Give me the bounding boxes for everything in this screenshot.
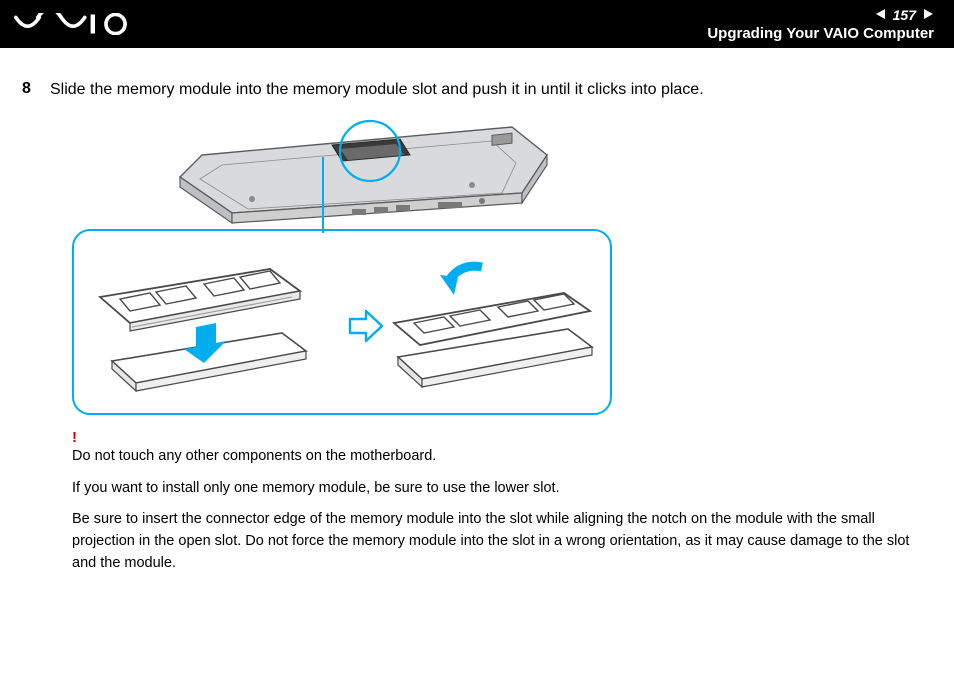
note-line-2: If you want to install only one memory m… xyxy=(72,478,922,500)
push-down-arrow-icon xyxy=(440,266,482,295)
laptop-illustration xyxy=(152,115,552,235)
callout-connector-line xyxy=(322,157,324,233)
vaio-logo xyxy=(14,13,132,35)
note-line-3: Be sure to insert the connector edge of … xyxy=(72,509,922,574)
figure-area xyxy=(72,115,632,415)
vaio-logo-svg xyxy=(14,13,132,35)
step-text: Slide the memory module into the memory … xyxy=(50,80,704,101)
page-header: 157 Upgrading Your VAIO Computer xyxy=(0,0,954,48)
nav-prev-icon[interactable] xyxy=(875,7,887,23)
page-body: 8 Slide the memory module into the memor… xyxy=(0,48,954,575)
nav-next-icon[interactable] xyxy=(922,7,934,23)
header-right: 157 Upgrading Your VAIO Computer xyxy=(707,7,934,42)
step-number: 8 xyxy=(22,80,36,101)
warning-icon: ! xyxy=(72,429,922,446)
memory-insert-illustration xyxy=(92,251,322,401)
note-line-1: Do not touch any other components on the… xyxy=(72,446,922,468)
page-nav: 157 xyxy=(707,7,934,23)
detail-callout-box xyxy=(72,229,612,415)
step-row: 8 Slide the memory module into the memor… xyxy=(22,80,932,101)
notes-block: ! Do not touch any other components on t… xyxy=(72,429,922,575)
section-title: Upgrading Your VAIO Computer xyxy=(707,25,934,42)
transition-arrow-icon xyxy=(348,309,384,343)
memory-locked-illustration xyxy=(384,253,604,403)
page-number: 157 xyxy=(893,7,916,23)
